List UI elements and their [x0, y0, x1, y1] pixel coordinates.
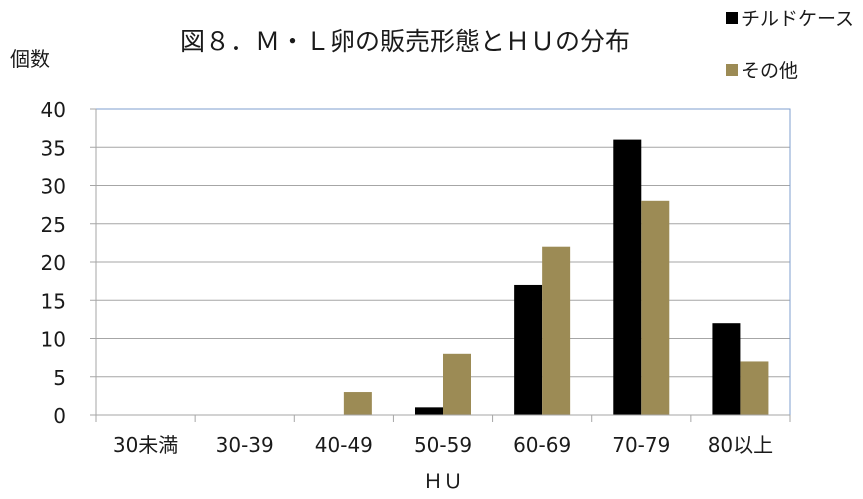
- x-axis-label: ＨＵ: [423, 469, 463, 493]
- x-tick-label: 30-39: [216, 433, 274, 457]
- bar-chilled-case: [514, 284, 543, 415]
- x-tick-label: 40-49: [315, 433, 373, 457]
- bar-other: [542, 246, 571, 415]
- bars: [343, 139, 769, 415]
- y-tick-label: 10: [41, 328, 66, 352]
- y-tick-label: 20: [41, 251, 66, 275]
- bar-other: [740, 361, 769, 415]
- y-axis-label: 個数: [10, 47, 50, 71]
- legend-label-other: その他: [741, 60, 798, 82]
- y-tick-label: 30: [41, 175, 66, 199]
- chart-title: 図８．Ｍ・Ｌ卵の販売形態とＨＵの分布: [180, 27, 630, 56]
- y-tick-label: 15: [41, 289, 66, 313]
- y-tick-label: 25: [41, 213, 66, 237]
- legend: チルドケース その他: [726, 8, 854, 82]
- x-tick-label: 50-59: [414, 433, 472, 457]
- gridlines: [96, 108, 790, 378]
- bar-other: [443, 353, 471, 415]
- legend-swatch-other: [726, 64, 738, 76]
- x-tick-label: 80以上: [708, 433, 773, 457]
- x-axis-ticks: 30未満 30-39 40-49 50-59 60-69 70-79 80以上: [95, 415, 791, 457]
- bar-other: [343, 392, 372, 415]
- legend-label-chilled-case: チルドケース: [741, 8, 854, 30]
- y-tick-label: 5: [53, 366, 66, 390]
- bar-chilled-case: [712, 323, 741, 415]
- bar-chilled-case: [613, 139, 642, 415]
- y-tick-label: 40: [41, 98, 66, 122]
- bar-other: [641, 200, 670, 415]
- y-axis-ticks: 0 5 10 15 20 25 30 35 40: [41, 98, 790, 428]
- x-tick-label: 30未満: [113, 433, 178, 457]
- legend-swatch-chilled-case: [726, 12, 738, 24]
- bar-chilled-case: [415, 407, 443, 415]
- y-tick-label: 0: [53, 404, 66, 428]
- x-tick-label: 60-69: [513, 433, 571, 457]
- x-tick-label: 70-79: [612, 433, 670, 457]
- y-tick-label: 35: [41, 136, 66, 160]
